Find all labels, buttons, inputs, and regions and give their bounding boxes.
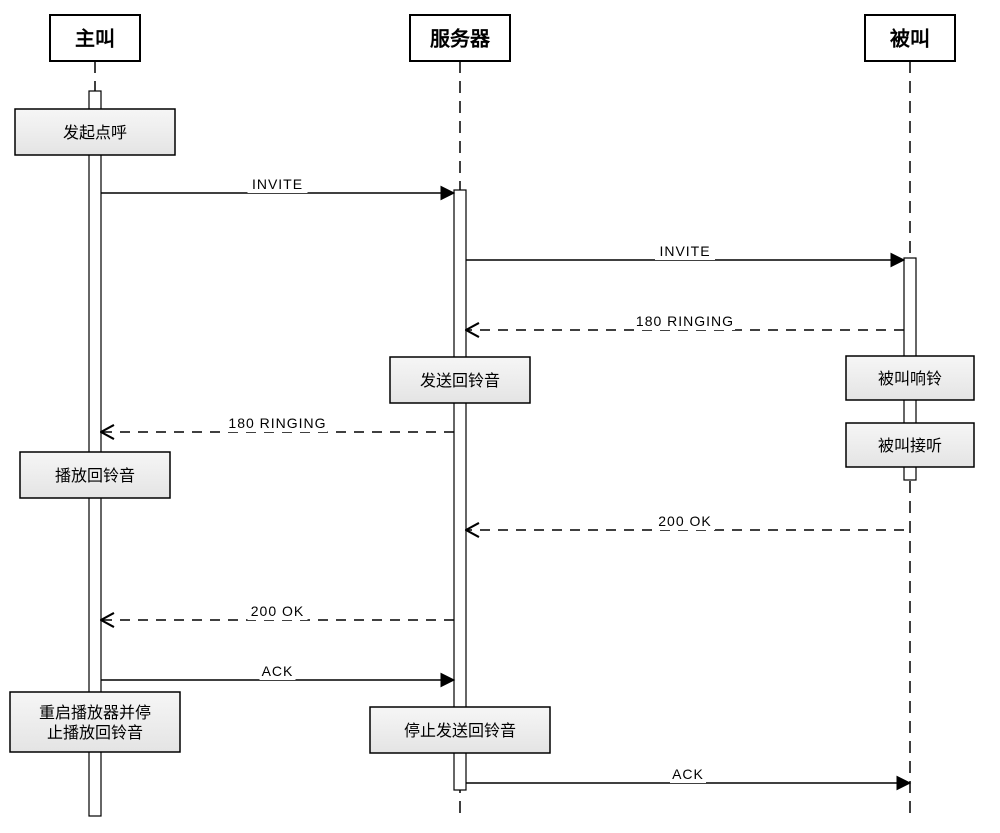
activity-send_ringback: 发送回铃音 — [390, 357, 530, 403]
activity-play_ringback: 播放回铃音 — [20, 452, 170, 498]
message-label-invite2: INVITE — [659, 243, 710, 259]
activation-server — [454, 190, 466, 790]
message-label-ok1: 200 OK — [658, 513, 711, 529]
activity-initiate_call: 发起点呼 — [15, 109, 175, 155]
activity-label-callee_ringing: 被叫响铃 — [878, 370, 942, 388]
activity-label-stop_ringback: 停止发送回铃音 — [404, 722, 516, 740]
message-ring2: 180 RINGING — [101, 415, 454, 432]
actor-server: 服务器 — [410, 15, 510, 61]
actor-caller: 主叫 — [50, 15, 140, 61]
message-label-ok2: 200 OK — [251, 603, 304, 619]
message-label-ring1: 180 RINGING — [636, 313, 734, 329]
activity-label-play_ringback: 播放回铃音 — [55, 467, 135, 485]
activity-callee_answer: 被叫接听 — [846, 423, 974, 467]
message-ok1: 200 OK — [466, 513, 904, 530]
message-label-ring2: 180 RINGING — [228, 415, 326, 431]
sequence-diagram: 主叫 服务器 被叫 INVITE INVITE 180 RINGING 180 RINGIN… — [0, 0, 1000, 833]
message-ring1: 180 RINGING — [466, 313, 904, 330]
actor-label-callee: 被叫 — [890, 26, 930, 50]
actor-label-server: 服务器 — [430, 26, 491, 50]
message-label-ack2: ACK — [672, 766, 704, 782]
message-label-invite1: INVITE — [252, 176, 303, 192]
message-ack2: ACK — [466, 766, 910, 783]
activity-label-restart_player-1: 止播放回铃音 — [47, 724, 143, 742]
actor-label-caller: 主叫 — [75, 26, 115, 50]
actor-callee: 被叫 — [865, 15, 955, 61]
activity-label-restart_player-0: 重启播放器并停 — [39, 704, 151, 722]
activity-label-initiate_call: 发起点呼 — [63, 124, 127, 142]
message-invite1: INVITE — [101, 176, 454, 193]
message-ok2: 200 OK — [101, 603, 454, 620]
activity-label-callee_answer: 被叫接听 — [878, 437, 942, 455]
message-ack1: ACK — [101, 663, 454, 680]
message-label-ack1: ACK — [262, 663, 294, 679]
activity-restart_player: 重启播放器并停止播放回铃音 — [10, 692, 180, 752]
activity-callee_ringing: 被叫响铃 — [846, 356, 974, 400]
activity-stop_ringback: 停止发送回铃音 — [370, 707, 550, 753]
message-invite2: INVITE — [466, 243, 904, 260]
activity-label-send_ringback: 发送回铃音 — [420, 372, 500, 390]
